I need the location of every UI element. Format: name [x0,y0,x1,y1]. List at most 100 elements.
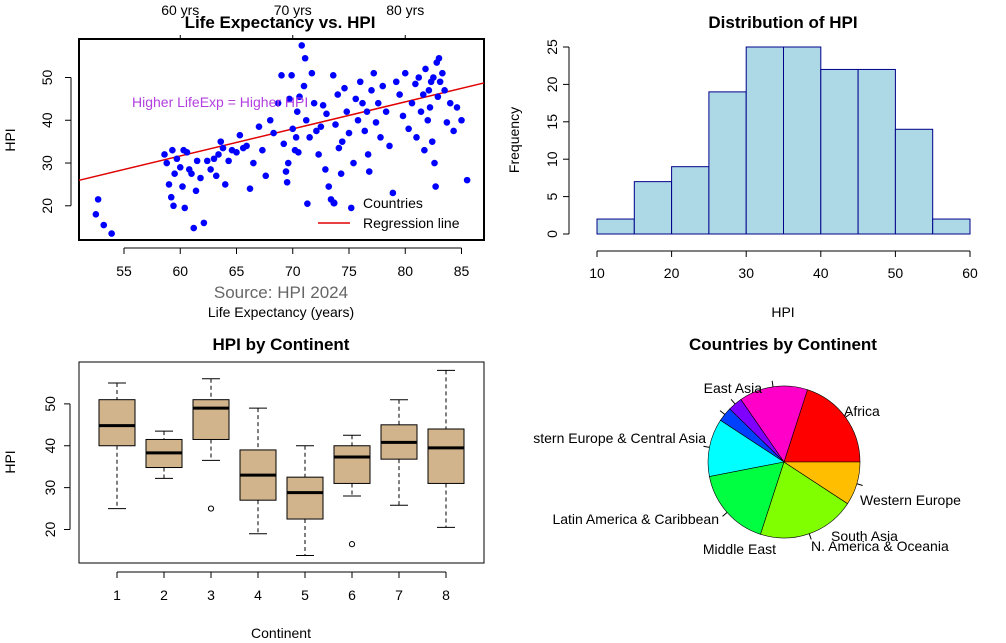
histogram-x-tick-label: 40 [813,265,829,281]
scatter-point [188,170,195,178]
scatter-point [436,78,444,86]
scatter-point [217,138,225,145]
scatter-point [359,99,366,107]
scatter-axes: 55 60 65 70 75 80 85 20 30 40 50 [39,38,485,279]
histogram-bar [596,218,635,235]
scatter-point [432,183,439,190]
scatter-point [266,116,274,124]
scatter-plot-frame [78,38,485,241]
boxplot-x-tick-label: 2 [160,587,168,603]
scatter-y-tick-label: 30 [39,155,55,171]
scatter-point [221,181,229,188]
scatter-point [284,159,292,167]
scatter-point [207,166,214,173]
scatter-point [361,127,369,135]
pie-label: East Asia [704,380,763,396]
pie-label-leader [703,445,710,448]
boxplot-box [286,476,324,520]
scatter-point [92,211,100,218]
scatter-point [430,74,437,81]
histogram-y-tick-label: 15 [544,114,560,130]
scatter-point [193,157,201,165]
scatter-point [108,230,115,237]
scatter-point [405,125,412,133]
boxplot-x-tick-label: 6 [348,587,356,603]
boxplot-ylabel: HPI [2,450,18,473]
scatter-point [173,155,181,163]
scatter-point [337,170,345,178]
boxplot-x-tick-label: 5 [301,587,309,603]
scatter-top-tick-label: 70 yrs [274,2,312,18]
histogram-ylabel: Frequency [506,107,522,173]
scatter-point [463,176,471,184]
scatter-point [197,174,204,182]
scatter-top-tick-label: 60 yrs [161,2,199,18]
scatter-point [219,144,227,152]
scatter-point [399,112,407,120]
scatter-point [171,170,178,178]
histogram-x-tick-label: 50 [888,265,904,281]
boxplot-box [98,399,136,447]
scatter-point [389,189,397,197]
histogram-y-tick-label: 5 [544,192,560,200]
scatter-point [347,204,355,212]
scatter-point [212,172,220,180]
pie-label-leader [719,410,726,415]
histogram-bar [671,166,710,235]
scatter-point [301,54,309,62]
scatter-point [233,149,240,156]
scatter-top-tick-label: 80 yrs [386,2,424,18]
scatter-ylabel: HPI [2,128,18,151]
legend-regression: Regression line [363,215,460,231]
histogram-bar [932,218,971,235]
scatter-point [170,202,177,210]
histogram-bar [820,68,859,235]
scatter-point [377,134,384,141]
scatter-point [278,72,285,79]
scatter-point [370,69,378,77]
scatter-source: Source: HPI 2024 [214,283,348,302]
scatter-x-tick-label: 75 [341,263,357,279]
scatter-point [200,219,208,227]
boxplot-x-tick-label: 3 [207,587,215,603]
scatter-point [190,224,198,232]
pie-label: Africa [844,403,880,419]
scatter-point [364,151,372,158]
scatter-point [210,155,218,163]
scatter-point [280,140,288,148]
scatter-point [259,146,266,154]
scatter-point [443,119,451,126]
legend-point-marker [330,199,338,207]
scatter-point [100,221,108,229]
scatter-point [298,42,306,49]
scatter-point [283,178,291,186]
scatter-point [165,181,173,188]
scatter-point [282,168,290,175]
pie-label-leader [808,533,812,540]
histogram-axes: 10 20 30 40 50 60 0 5 10 15 20 25 [544,39,978,281]
pie-label: South Asia [831,528,898,544]
scatter-x-tick-label: 65 [229,263,245,279]
boxplot-panel: HPI by Continent 1 2 3 4 5 6 7 8 20 30 40 50 Contin… [2,335,485,641]
scatter-point [306,134,313,141]
scatter-point [243,142,250,150]
boxplot-y-tick-label: 20 [42,522,58,538]
scatter-point [424,116,432,124]
scatter-annotation: Higher LifeExp = Higher HPI [132,94,308,110]
scatter-point [365,168,373,175]
scatter-title: Life Expectancy vs. HPI [185,13,376,32]
scatter-point [335,144,343,152]
scatter-point [453,104,461,111]
scatter-point [332,121,339,128]
scatter-point [345,129,353,137]
scatter-point [225,157,232,165]
scatter-point [338,138,346,145]
scatter-point [302,116,310,124]
scatter-point [250,159,257,167]
scatter-point [183,149,191,156]
pie-slice [783,389,861,463]
histogram-y-tick-label: 20 [544,76,560,92]
pie-label: Latin America & Caribbean [552,511,719,527]
scatter-point [323,110,330,118]
